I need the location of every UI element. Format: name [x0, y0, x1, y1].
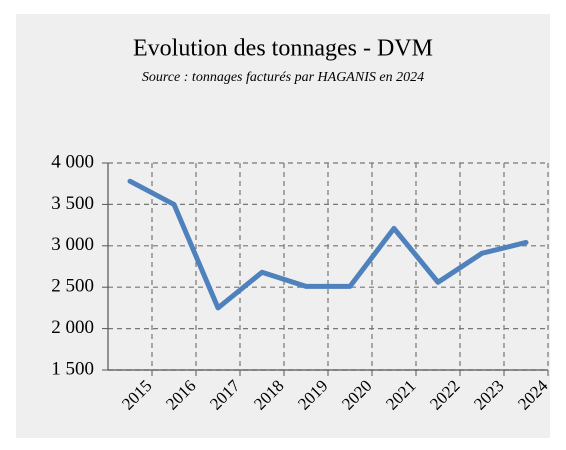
y-tick-label: 4 000 [51, 151, 94, 172]
chart-subtitle: Source : tonnages facturés par HAGANIS e… [142, 70, 424, 85]
data-line [127, 178, 529, 311]
y-tick-label: 3 500 [51, 193, 94, 214]
chart-title: Evolution des tonnages - DVM [133, 36, 433, 62]
y-tick-label: 2 500 [51, 276, 94, 297]
y-tick-label: 1 500 [51, 358, 94, 379]
y-tick-label: 3 000 [51, 234, 94, 255]
chart-background [16, 14, 550, 438]
y-tick-label: 2 000 [51, 317, 94, 338]
